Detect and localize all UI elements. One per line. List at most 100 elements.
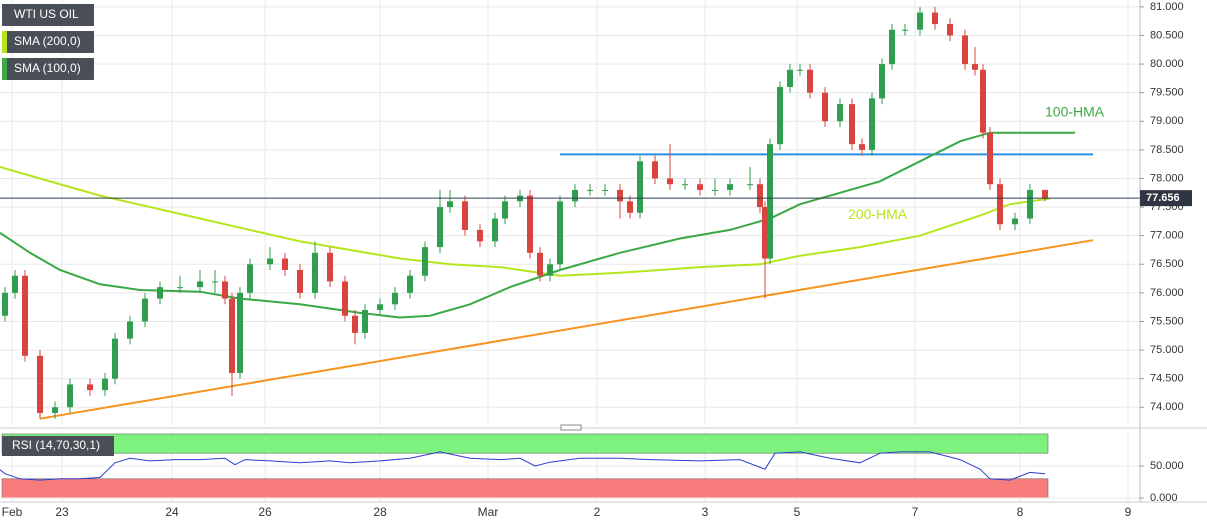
candle-body bbox=[282, 258, 288, 270]
y-tick-label: 77.000 bbox=[1150, 230, 1184, 242]
candle-body bbox=[822, 92, 828, 122]
candle-body bbox=[889, 29, 895, 65]
candle-body bbox=[407, 275, 413, 293]
candle-body bbox=[2, 292, 8, 316]
candle-body bbox=[807, 69, 813, 93]
candle-body bbox=[157, 287, 163, 299]
candle-body bbox=[537, 252, 543, 276]
candle-body bbox=[757, 184, 763, 208]
candle-body bbox=[682, 184, 688, 186]
candle-body bbox=[237, 292, 243, 373]
candle-body bbox=[327, 252, 333, 282]
candle-body bbox=[987, 132, 993, 185]
candle-body bbox=[962, 35, 968, 65]
y-tick-label: 74.000 bbox=[1150, 401, 1184, 413]
candle-body bbox=[712, 189, 718, 191]
moving-average-line bbox=[0, 166, 1051, 277]
rsi-line bbox=[0, 451, 1046, 481]
candle-body bbox=[859, 144, 865, 150]
x-tick-label: Feb bbox=[2, 505, 23, 519]
candle-body bbox=[297, 269, 303, 293]
candle-body bbox=[352, 315, 358, 333]
candle-body bbox=[177, 287, 183, 289]
rsi-band bbox=[1, 478, 1049, 499]
candle-body bbox=[637, 161, 643, 213]
candle-body bbox=[52, 407, 58, 413]
candle-body bbox=[142, 298, 148, 322]
candle-body bbox=[527, 195, 533, 253]
legend-badge bbox=[2, 436, 114, 456]
candle-body bbox=[617, 189, 623, 202]
legend-label: RSI (14,70,30,1) bbox=[12, 438, 100, 452]
candle-body bbox=[362, 310, 368, 333]
legend-label: SMA (200,0) bbox=[14, 34, 81, 48]
y-tick-label: 79.000 bbox=[1150, 115, 1184, 127]
candle-body bbox=[917, 12, 923, 30]
legend-badge bbox=[2, 58, 94, 80]
y-tick-label: 76.500 bbox=[1150, 258, 1184, 270]
candle-body bbox=[247, 264, 253, 293]
legend-swatch bbox=[2, 58, 7, 80]
y-tick-label: 76.000 bbox=[1150, 287, 1184, 299]
candle-body bbox=[492, 218, 498, 242]
candle-body bbox=[572, 189, 578, 202]
y-tick-label: 0.000 bbox=[1150, 492, 1178, 504]
candle-body bbox=[627, 201, 633, 213]
legend-badge bbox=[2, 4, 94, 26]
legend-swatch bbox=[2, 31, 7, 53]
candle-body bbox=[602, 189, 608, 191]
candle-body bbox=[787, 69, 793, 87]
candle-body bbox=[37, 355, 43, 413]
x-tick-label: 26 bbox=[258, 505, 272, 519]
candle-body bbox=[777, 86, 783, 145]
y-tick-label: 75.000 bbox=[1150, 344, 1184, 356]
x-tick-label: 23 bbox=[55, 505, 69, 519]
candle-body bbox=[67, 384, 73, 408]
candle-body bbox=[1042, 189, 1048, 198]
x-tick-label: 2 bbox=[594, 505, 601, 519]
candle-body bbox=[22, 275, 28, 356]
series-label: 200-HMA bbox=[848, 206, 908, 222]
candle-body bbox=[747, 184, 753, 186]
series-label: 100-HMA bbox=[1045, 103, 1105, 119]
x-tick-label: 28 bbox=[373, 505, 387, 519]
candle-body bbox=[1027, 189, 1033, 219]
candle-body bbox=[462, 201, 468, 230]
candle-body bbox=[869, 98, 875, 150]
candle-body bbox=[212, 281, 218, 283]
y-tick-label: 78.000 bbox=[1150, 172, 1184, 184]
candle-body bbox=[447, 201, 453, 208]
y-tick-label: 50.000 bbox=[1150, 460, 1184, 472]
candle-body bbox=[557, 201, 563, 265]
candle-body bbox=[87, 384, 93, 391]
y-tick-label: 80.500 bbox=[1150, 29, 1184, 41]
x-tick-label: Mar bbox=[478, 505, 499, 519]
legend-label: SMA (100,0) bbox=[14, 61, 81, 75]
candle-body bbox=[422, 247, 428, 276]
candle-body bbox=[837, 104, 843, 122]
candle-body bbox=[392, 292, 398, 305]
candle-body bbox=[502, 201, 508, 219]
resize-handle bbox=[560, 424, 582, 431]
legend-badge bbox=[2, 31, 94, 53]
candle-body bbox=[997, 184, 1003, 225]
x-tick-label: 24 bbox=[165, 505, 179, 519]
y-tick-label: 74.500 bbox=[1150, 373, 1184, 385]
candle-body bbox=[972, 64, 978, 70]
candle-body bbox=[902, 29, 908, 31]
candle-body bbox=[879, 64, 885, 99]
candle-body bbox=[947, 24, 953, 36]
candle-body bbox=[667, 178, 673, 185]
candle-body bbox=[697, 184, 703, 190]
candle-body bbox=[547, 264, 553, 276]
candle-body bbox=[312, 252, 318, 293]
x-tick-label: 8 bbox=[1017, 505, 1024, 519]
candle-body bbox=[849, 104, 855, 145]
candle-body bbox=[112, 338, 118, 379]
candle-body bbox=[197, 281, 203, 288]
candle-body bbox=[222, 281, 228, 299]
data-layer bbox=[0, 6, 1140, 481]
